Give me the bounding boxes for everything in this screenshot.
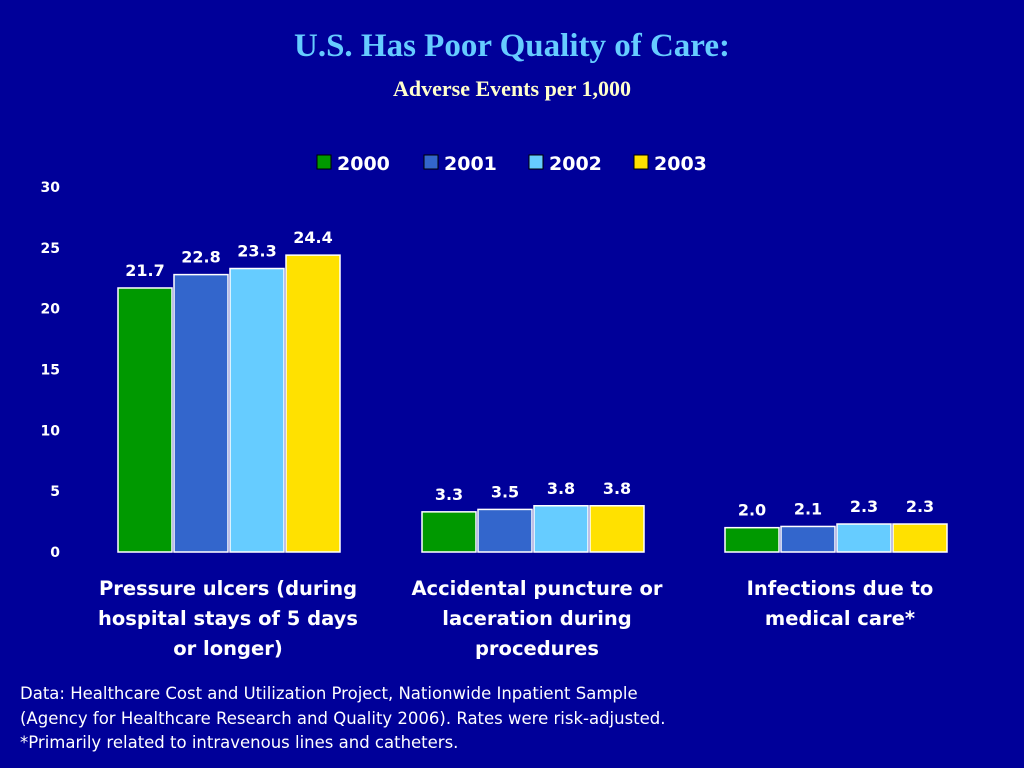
bar-2003 bbox=[589, 505, 645, 553]
data-label: 3.8 bbox=[547, 479, 575, 498]
bar-chart: 2000 2001 2002 2003 0 5 10 15 20 25 30 21.7 3.3 2.0… bbox=[41, 153, 948, 561]
category-label-line: Infections due to bbox=[746, 577, 934, 600]
y-tick-label: 25 bbox=[41, 241, 60, 257]
bar-2001 bbox=[477, 508, 533, 553]
y-axis: 0 5 10 15 20 25 30 bbox=[41, 180, 61, 561]
legend-swatch bbox=[633, 154, 649, 170]
y-tick-label: 5 bbox=[50, 484, 60, 500]
category-label-line: or longer) bbox=[173, 637, 283, 660]
bar-2002 bbox=[836, 523, 892, 553]
y-tick-label: 15 bbox=[41, 363, 60, 379]
bar-2000 bbox=[421, 511, 477, 553]
category-label-line: laceration during bbox=[442, 607, 632, 630]
category-label: Infections due to medical care* bbox=[690, 574, 990, 634]
data-label: 2.3 bbox=[906, 497, 934, 516]
footnote: Data: Healthcare Cost and Utilization Pr… bbox=[20, 682, 1010, 756]
footnote-line: *Primarily related to intravenous lines … bbox=[20, 733, 459, 752]
y-tick-label: 30 bbox=[41, 180, 61, 196]
category-label-line: Pressure ulcers (during bbox=[98, 577, 358, 600]
category-label: Pressure ulcers (during hospital stays of… bbox=[78, 574, 378, 664]
legend-swatch bbox=[528, 154, 544, 170]
data-label: 2.0 bbox=[738, 501, 766, 520]
bar-2000 bbox=[724, 526, 780, 553]
legend-label: 2002 bbox=[549, 153, 602, 175]
legend-item: 2003 bbox=[633, 153, 707, 175]
category-label: Accidental puncture or laceration during p… bbox=[387, 574, 687, 664]
data-label: 23.3 bbox=[237, 242, 276, 261]
y-tick-label: 0 bbox=[50, 545, 60, 561]
legend-label: 2000 bbox=[337, 153, 390, 175]
y-tick-label: 20 bbox=[41, 302, 61, 318]
bar-2000 bbox=[117, 287, 173, 553]
data-label: 3.3 bbox=[435, 485, 463, 504]
chart-legend: 2000 2001 2002 2003 bbox=[316, 153, 707, 175]
data-label: 24.4 bbox=[293, 228, 332, 247]
legend-label: 2001 bbox=[444, 153, 497, 175]
category-label-line: procedures bbox=[474, 637, 600, 660]
y-tick-label: 10 bbox=[41, 423, 61, 439]
legend-item: 2002 bbox=[528, 153, 602, 175]
footnote-line: Data: Healthcare Cost and Utilization Pr… bbox=[20, 684, 638, 703]
data-label: 3.8 bbox=[603, 479, 631, 498]
data-label: 21.7 bbox=[125, 261, 164, 280]
data-label: 2.3 bbox=[850, 497, 878, 516]
legend-item: 2001 bbox=[423, 153, 497, 175]
legend-swatch bbox=[316, 154, 332, 170]
bar-2002 bbox=[533, 505, 589, 553]
data-label: 2.1 bbox=[794, 499, 822, 518]
category-label-line: medical care* bbox=[764, 607, 916, 630]
data-label: 3.5 bbox=[491, 482, 519, 501]
legend-swatch bbox=[423, 154, 439, 170]
bar-2003 bbox=[892, 523, 948, 553]
bar-2002 bbox=[229, 267, 285, 553]
legend-label: 2003 bbox=[654, 153, 707, 175]
legend-item: 2000 bbox=[316, 153, 390, 175]
chart-subtitle: Adverse Events per 1,000 bbox=[393, 76, 631, 101]
chart-title: U.S. Has Poor Quality of Care: bbox=[293, 28, 730, 64]
value-labels: 21.7 3.3 2.0 22.8 3.5 2.1 23.3 3.8 2.3 24.4 3.8 2.3 bbox=[125, 228, 934, 520]
category-label-line: hospital stays of 5 days bbox=[98, 607, 358, 630]
data-label: 22.8 bbox=[181, 248, 220, 267]
bar-2001 bbox=[173, 273, 229, 553]
bars bbox=[117, 254, 948, 553]
category-label-line: Accidental puncture or bbox=[411, 577, 663, 600]
bar-2003 bbox=[285, 254, 341, 553]
footnote-line: (Agency for Healthcare Research and Qual… bbox=[20, 708, 666, 728]
bar-2001 bbox=[780, 525, 836, 553]
